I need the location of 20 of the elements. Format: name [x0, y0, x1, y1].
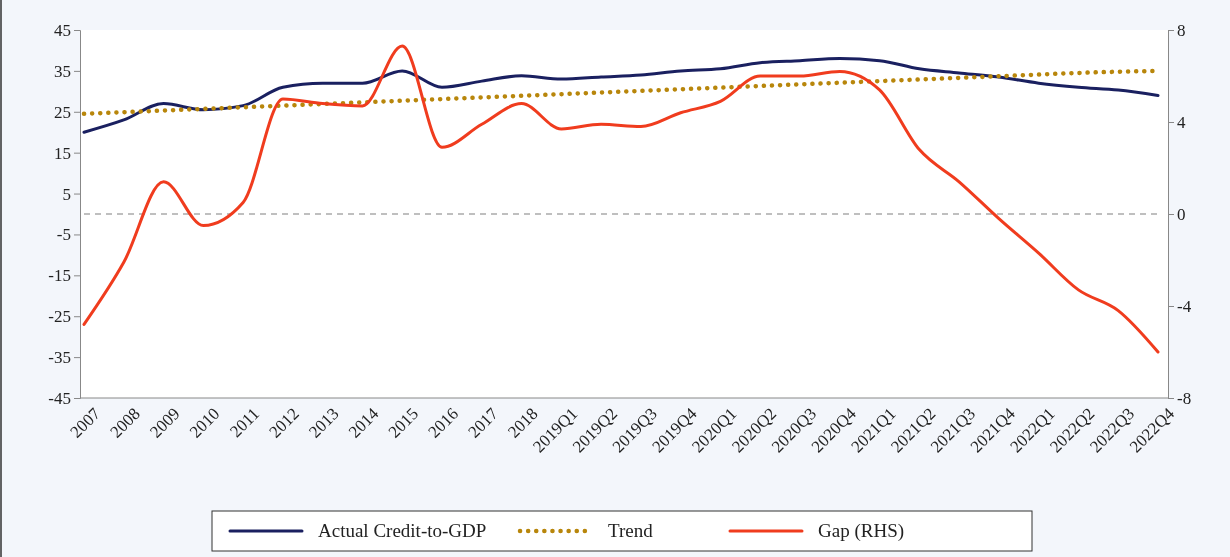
- y2-tick-label: 0: [1177, 204, 1186, 224]
- legend-label: Trend: [608, 520, 654, 541]
- y-tick-label: -45: [48, 388, 71, 408]
- line-series: [82, 57, 1160, 134]
- y2-tick-label: 4: [1177, 112, 1186, 132]
- legend-label: Actual Credit-to-GDP: [318, 520, 487, 541]
- y-tick-label: -5: [56, 225, 71, 245]
- y2-tick-label: 8: [1177, 20, 1186, 40]
- legend-label: Gap (RHS): [818, 520, 905, 542]
- y-tick-label: 45: [54, 20, 71, 40]
- line-series: [82, 44, 1160, 354]
- y-tick-label: -35: [48, 348, 71, 368]
- y-tick-label: -25: [48, 307, 71, 327]
- y-tick-label: -15: [48, 266, 71, 286]
- y-tick-label: 25: [54, 102, 71, 122]
- y-tick-label: 35: [54, 61, 71, 81]
- y-tick-label: 5: [62, 184, 71, 204]
- y2-tick-label: -8: [1177, 388, 1192, 408]
- y2-tick-label: -4: [1177, 296, 1192, 316]
- y-tick-label: 15: [54, 143, 71, 163]
